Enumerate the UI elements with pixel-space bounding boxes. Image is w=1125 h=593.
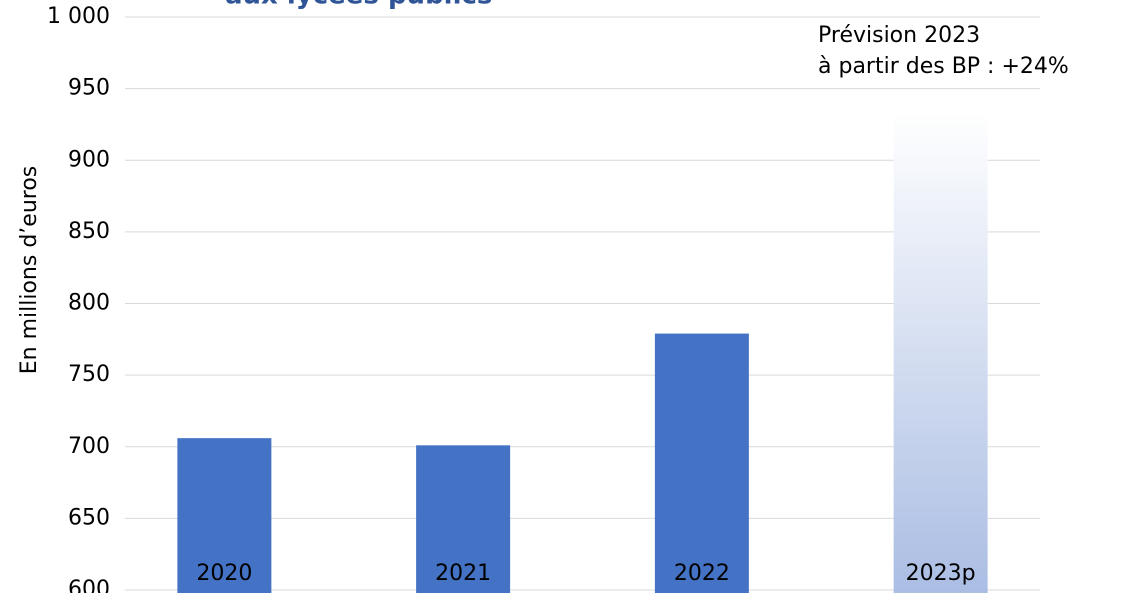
- y-tick-label: 950: [68, 76, 110, 101]
- bar: [177, 438, 272, 593]
- y-tick-label: 700: [68, 434, 110, 459]
- annotation: à partir des BP : +24%: [818, 54, 1069, 79]
- x-tick-label: 2023p: [906, 561, 976, 586]
- bar: [416, 445, 511, 593]
- y-tick-label: 1 000: [47, 4, 110, 29]
- x-tick-label: 2022: [674, 561, 730, 586]
- chart-title: aux lycées publics: [225, 0, 492, 11]
- annotation: Prévision 2023: [818, 23, 980, 48]
- y-tick-label: 600: [68, 577, 110, 593]
- y-tick-label: 850: [68, 219, 110, 244]
- x-tick-label: 2021: [435, 561, 491, 586]
- y-tick-label: 900: [68, 147, 110, 172]
- bar: [893, 111, 988, 593]
- y-tick-label: 800: [68, 291, 110, 316]
- bar: [654, 333, 749, 593]
- y-tick-label: 750: [68, 362, 110, 387]
- x-tick-label: 2020: [196, 561, 252, 586]
- y-axis-label: En millions d’euros: [17, 166, 42, 375]
- y-tick-label: 650: [68, 505, 110, 530]
